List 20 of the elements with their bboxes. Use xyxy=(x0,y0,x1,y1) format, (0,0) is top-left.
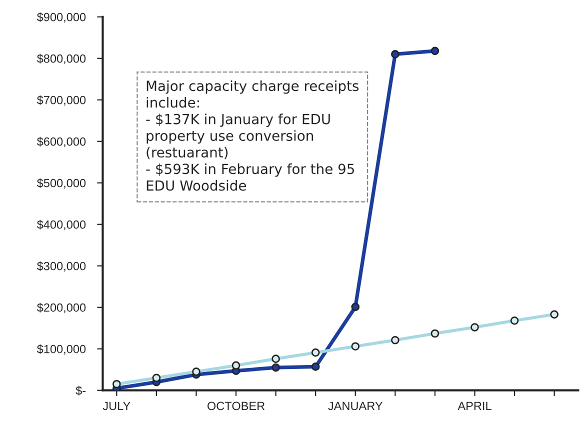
y-tick-label: $400,000 xyxy=(36,220,86,230)
x-tick-label: JANUARY xyxy=(328,402,383,410)
point xyxy=(430,46,440,56)
y-tick-label: $800,000 xyxy=(36,54,86,64)
annotation: Major capacity charge receipts include: - $137K in January for EDU property use conversion (restuarant) - $593K in February for the 95 EDU Woodside xyxy=(146,80,359,191)
y-tick-label: $500,000 xyxy=(36,178,86,189)
y-tick-label: $700,000 xyxy=(36,95,86,106)
y-tick-label: $300,000 xyxy=(36,261,86,272)
point xyxy=(272,363,280,372)
point xyxy=(391,50,400,58)
x-tick-label: APRIL xyxy=(458,402,492,410)
y-tick-label: $900,000 xyxy=(36,12,86,23)
x-tick-label: JULY xyxy=(102,402,130,410)
y-tick-label: $100,000 xyxy=(36,344,86,355)
x-tick-label: OCTOBER xyxy=(207,402,265,410)
y-tick-label: $600,000 xyxy=(36,136,86,148)
y-tick-label: $200,000 xyxy=(36,302,86,314)
point xyxy=(311,362,320,371)
y-tick-label: $- xyxy=(76,386,86,396)
point xyxy=(351,302,360,312)
